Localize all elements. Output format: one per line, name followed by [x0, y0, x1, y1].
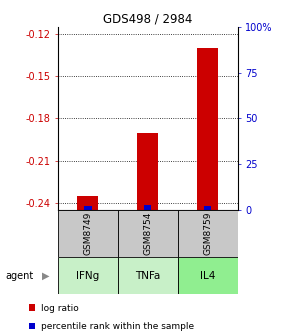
Text: percentile rank within the sample: percentile rank within the sample	[41, 322, 194, 331]
Bar	[137, 132, 158, 210]
Bar	[197, 48, 218, 210]
Bar	[204, 206, 211, 210]
Text: IFNg: IFNg	[76, 270, 99, 281]
Text: IL4: IL4	[200, 270, 215, 281]
Text: agent: agent	[6, 271, 34, 281]
Bar	[118, 257, 178, 294]
Bar	[77, 196, 99, 210]
Title: GDS498 / 2984: GDS498 / 2984	[103, 13, 193, 26]
Text: log ratio: log ratio	[41, 304, 79, 313]
Bar	[58, 257, 118, 294]
Text: TNFa: TNFa	[135, 270, 161, 281]
Bar	[178, 210, 238, 257]
Bar	[118, 210, 178, 257]
Bar	[84, 206, 92, 210]
Text: ▶: ▶	[42, 271, 50, 281]
Text: GSM8749: GSM8749	[84, 212, 93, 255]
Bar	[58, 210, 118, 257]
Bar	[178, 257, 238, 294]
Bar	[144, 205, 151, 210]
Text: GSM8754: GSM8754	[143, 212, 153, 255]
Text: GSM8759: GSM8759	[203, 212, 212, 255]
